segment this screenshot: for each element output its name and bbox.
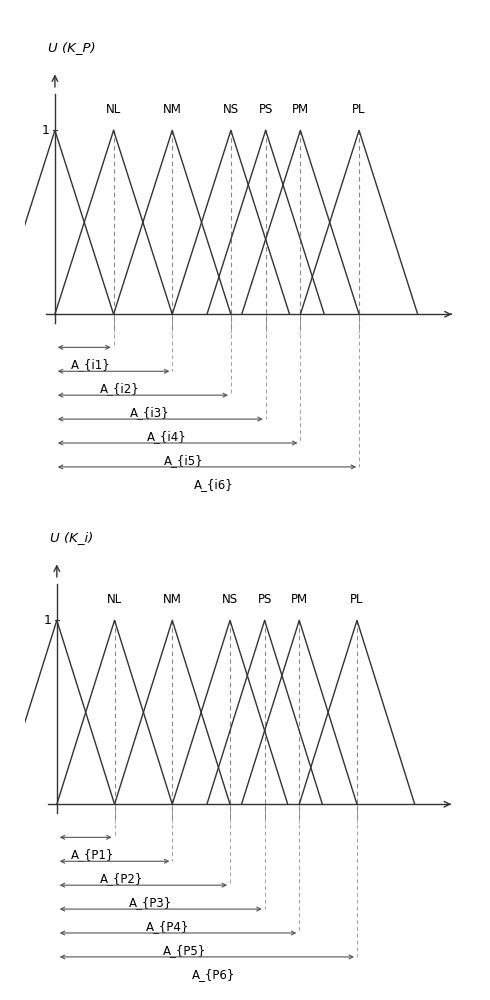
Text: A_{i3}: A_{i3} — [129, 406, 169, 419]
Text: PS: PS — [257, 593, 272, 606]
Text: NS: NS — [222, 593, 238, 606]
Text: A_{P3}: A_{P3} — [129, 896, 172, 909]
Text: A_{P5}: A_{P5} — [163, 944, 207, 957]
Text: 1: 1 — [42, 124, 49, 137]
Text: A_{P6}: A_{P6} — [192, 968, 236, 981]
Text: PM: PM — [292, 103, 309, 116]
Text: NM: NM — [163, 103, 182, 116]
Text: A_{i1}: A_{i1} — [71, 358, 111, 371]
Text: A_{P1}: A_{P1} — [71, 848, 114, 861]
Text: A_{i4}: A_{i4} — [147, 430, 187, 443]
Text: NL: NL — [106, 103, 121, 116]
Text: PL: PL — [352, 103, 366, 116]
Text: PM: PM — [291, 593, 308, 606]
Text: U (K_P): U (K_P) — [49, 41, 96, 54]
Text: A_{i6}: A_{i6} — [194, 478, 233, 491]
Text: NS: NS — [223, 103, 239, 116]
Text: U (K_i): U (K_i) — [50, 531, 93, 544]
Text: NL: NL — [107, 593, 122, 606]
Text: 1: 1 — [44, 614, 51, 627]
Text: PS: PS — [258, 103, 273, 116]
Text: A_{i5}: A_{i5} — [164, 454, 204, 467]
Text: A_{i2}: A_{i2} — [100, 382, 140, 395]
Text: NM: NM — [163, 593, 182, 606]
Text: A_{P4}: A_{P4} — [146, 920, 189, 933]
Text: PL: PL — [350, 593, 364, 606]
Text: A_{P2}: A_{P2} — [100, 872, 143, 885]
